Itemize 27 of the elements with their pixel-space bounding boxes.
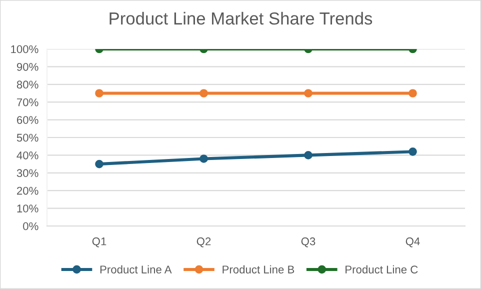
point <box>408 147 417 156</box>
x-tick-label: Q4 <box>406 237 420 248</box>
y-tick-label: 0% <box>23 222 38 230</box>
y-tick-label: 20% <box>16 186 38 195</box>
chart-title: Product Line Market Share Trends <box>110 12 372 25</box>
y-tick-label: 10% <box>17 204 38 212</box>
point <box>95 160 104 168</box>
legend-label: Product Line C <box>346 265 418 274</box>
y-tick-label: 40% <box>16 151 38 160</box>
x-tick-label: Q1 <box>92 237 106 248</box>
point <box>200 89 208 98</box>
legend-label: Product Line A <box>100 265 172 274</box>
y-tick-label: 80% <box>16 80 38 89</box>
y-tick-label: 50% <box>16 134 38 142</box>
y-tick-label: 100% <box>11 45 38 54</box>
y-tick-label: 90% <box>16 62 38 71</box>
y-tick-label: 30% <box>16 169 38 178</box>
point <box>304 151 312 160</box>
x-tick-label: Q2 <box>196 237 211 248</box>
point <box>95 89 104 98</box>
x-tick-label: Q3 <box>301 237 316 248</box>
point <box>304 89 312 98</box>
point <box>200 154 208 163</box>
point <box>408 89 417 98</box>
legend-label: Product Line B <box>222 265 294 274</box>
y-tick-label: 60% <box>16 116 38 124</box>
y-tick-label: 70% <box>17 98 38 106</box>
